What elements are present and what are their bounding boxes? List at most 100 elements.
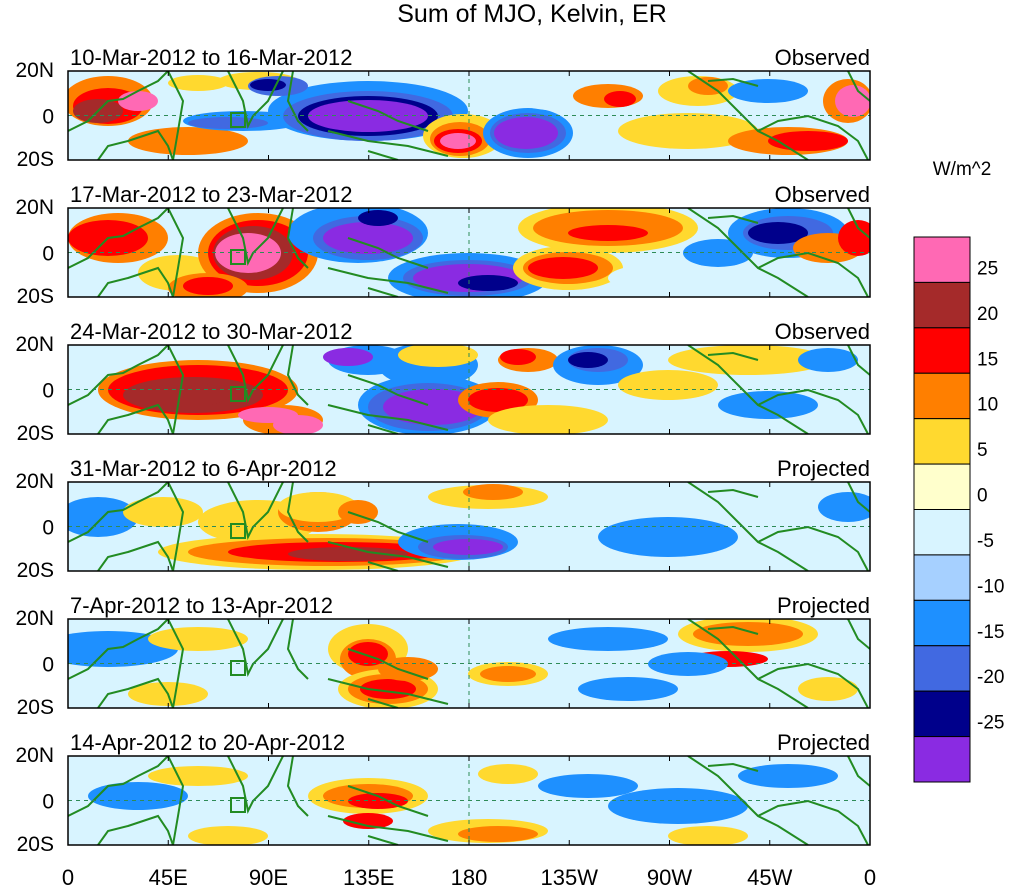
colorbar-swatch	[913, 372, 971, 420]
colorbar-swatch	[913, 463, 971, 511]
coastline	[327, 404, 449, 431]
coastline	[227, 208, 284, 267]
coastline	[707, 488, 759, 498]
colorbar-tick-label: 15	[977, 349, 998, 370]
lat-tick-label: 0	[42, 380, 54, 403]
lon-tick-label: 0	[864, 865, 876, 889]
coastline	[97, 129, 174, 160]
coastline	[757, 799, 869, 845]
coastline	[227, 71, 284, 130]
coastline	[707, 351, 759, 361]
coastline	[68, 482, 169, 543]
anomaly-contour	[478, 764, 538, 784]
lon-tick-label: 45E	[149, 865, 188, 889]
anomaly-contour	[488, 405, 608, 434]
anomaly-contour	[528, 257, 598, 279]
longitude-axis: 0 45E 90E 135E 180 135W 90W 45W 0	[62, 865, 876, 889]
anomaly-contour	[598, 517, 738, 557]
anomaly-contour	[188, 826, 268, 845]
map-panel-2: 17-Mar-2012 to 23-Mar-2012 Observed 20N 0 20…	[15, 182, 871, 308]
colorbar-swatch	[913, 327, 971, 374]
coastline	[757, 525, 869, 571]
anomaly-contour	[148, 766, 248, 786]
region-box	[230, 386, 246, 402]
lon-tick-label: 135W	[541, 865, 599, 889]
coastline	[707, 77, 759, 87]
anomaly-contour	[538, 774, 638, 798]
colorbar-swatch	[913, 690, 971, 738]
anomaly-contour	[88, 782, 188, 810]
anomaly-contour	[398, 345, 478, 367]
anomaly-contour	[738, 764, 838, 788]
panel-status: Projected	[777, 593, 870, 618]
anomaly-contour	[238, 407, 298, 423]
coastline	[327, 267, 449, 294]
anomaly-contour	[608, 263, 728, 293]
coastline	[327, 130, 449, 157]
coastline	[757, 388, 869, 434]
anomaly-contour	[250, 79, 286, 91]
anomaly-contour	[604, 91, 636, 107]
coastline	[227, 345, 284, 404]
anomaly-contour	[718, 391, 818, 419]
coastline	[68, 345, 169, 406]
anomaly-contour	[378, 657, 438, 681]
coastline	[286, 71, 309, 132]
colorbar-tick-label: -25	[977, 713, 1004, 734]
panel-date-range: 17-Mar-2012 to 23-Mar-2012	[70, 182, 352, 207]
colorbar-tick-label: 25	[977, 258, 998, 279]
coastline	[707, 214, 759, 224]
map-panel-3: 24-Mar-2012 to 30-Mar-2012 Observed 20N 0 20…	[15, 319, 871, 445]
colorbar-tick-label: 10	[977, 395, 998, 416]
coastline	[687, 208, 809, 297]
lon-tick-label: 180	[451, 865, 488, 889]
anomaly-contour	[128, 127, 248, 155]
coastline	[367, 561, 399, 571]
lat-tick-label: 20N	[15, 196, 54, 219]
lat-tick-label: 0	[42, 243, 54, 266]
lat-tick-label: 0	[42, 791, 54, 814]
panel-date-range: 14-Apr-2012 to 20-Apr-2012	[70, 730, 345, 755]
chart-title: Sum of MJO, Kelvin, ER	[397, 0, 667, 28]
lat-tick-label: 20S	[17, 422, 54, 445]
anomaly-contour	[148, 383, 228, 407]
coastline	[227, 619, 284, 678]
panel-status: Projected	[777, 456, 870, 481]
coastline	[286, 756, 309, 817]
colorbar-swatch	[913, 281, 971, 329]
coastline	[68, 756, 169, 817]
coastline	[286, 619, 309, 680]
coastline	[227, 756, 284, 815]
colorbar-swatch	[913, 736, 971, 783]
map-panels: 10-Mar-2012 to 16-Mar-2012 Observed 20N 0 20…	[15, 45, 871, 856]
panel-date-range: 10-Mar-2012 to 16-Mar-2012	[70, 45, 352, 70]
map-panel-5: 7-Apr-2012 to 13-Apr-2012 Projected 20N 0 20…	[15, 593, 871, 719]
coastline	[367, 835, 399, 845]
anomaly-contour	[183, 277, 233, 295]
lat-tick-label: 20N	[15, 59, 54, 82]
map-panel-4: 31-Mar-2012 to 6-Apr-2012 Projected 20N 0 20…	[15, 456, 871, 582]
colorbar-swatch	[913, 645, 971, 692]
anomaly-contour	[463, 484, 523, 500]
coastline	[97, 814, 174, 845]
anomaly-contour	[188, 117, 268, 129]
anomaly-contour	[668, 345, 828, 375]
region-box	[230, 660, 246, 676]
panel-date-range: 24-Mar-2012 to 30-Mar-2012	[70, 319, 352, 344]
coastline	[847, 345, 870, 376]
map-panel-1: 10-Mar-2012 to 16-Mar-2012 Observed 20N 0 20…	[15, 45, 871, 171]
anomaly-contour	[768, 131, 848, 151]
lat-tick-label: 20N	[15, 744, 54, 767]
anomaly-contour	[748, 222, 808, 244]
colorbar-swatch	[913, 509, 971, 556]
coastline	[286, 482, 309, 543]
colorbar: W/m^2 25 20 15 10 5 0 -5 -10 -15 -20 -25	[913, 159, 1004, 783]
lon-tick-label: 135E	[343, 865, 394, 889]
lat-tick-label: 0	[42, 654, 54, 677]
anomaly-contour	[818, 492, 870, 522]
anomaly-contour	[433, 539, 503, 555]
lon-tick-label: 90W	[647, 865, 692, 889]
coastline	[757, 114, 869, 160]
anomaly-contour	[568, 225, 648, 241]
lat-tick-label: 20N	[15, 607, 54, 630]
